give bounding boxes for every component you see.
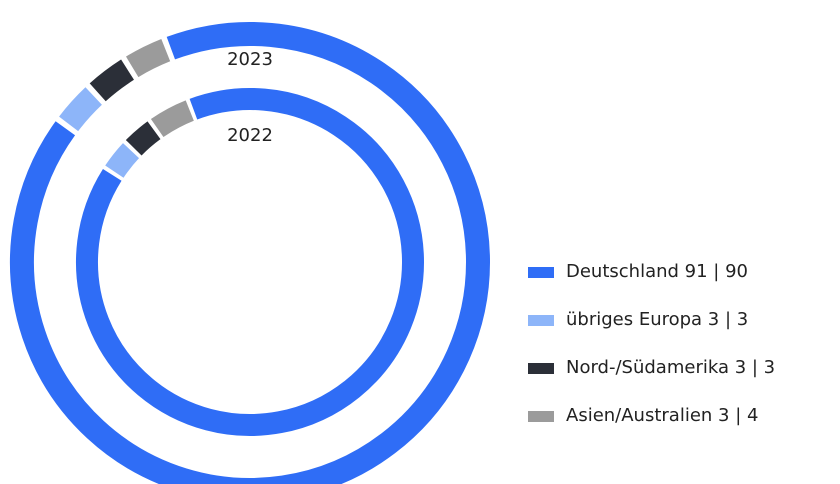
- legend-label: Nord-/Südamerika 3 | 3: [566, 357, 775, 378]
- ring-label: 2022: [227, 125, 273, 146]
- donut-segment: [59, 87, 103, 132]
- legend-swatch: [528, 315, 554, 326]
- donut-segment: [150, 100, 195, 138]
- donut-segment: [76, 88, 424, 436]
- donut-segment: [89, 59, 135, 102]
- ring-label: 2023: [227, 49, 273, 70]
- donut-segment: [10, 22, 490, 484]
- donut-segment: [125, 38, 171, 78]
- legend-swatch: [528, 363, 554, 374]
- donut-segment: [125, 121, 161, 156]
- legend-label: übriges Europa 3 | 3: [566, 309, 748, 330]
- legend-label: Deutschland 91 | 90: [566, 261, 748, 282]
- legend-swatch: [528, 411, 554, 422]
- legend-swatch: [528, 267, 554, 278]
- donut-segment: [105, 143, 140, 178]
- legend-label: Asien/Australien 3 | 4: [566, 405, 758, 426]
